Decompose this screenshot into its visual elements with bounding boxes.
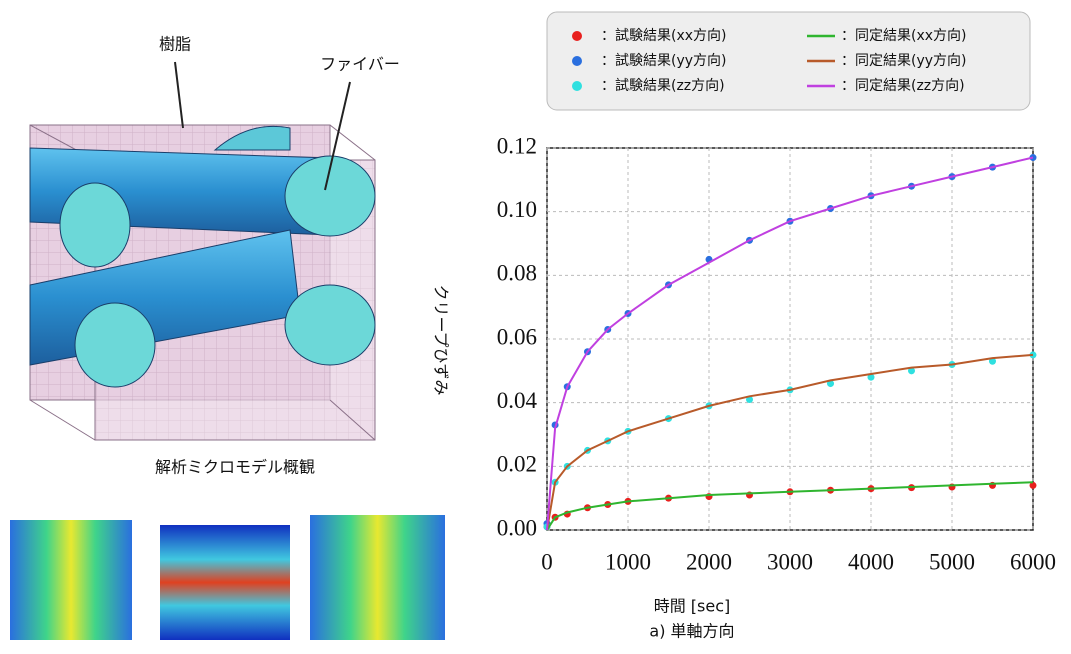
- y-tick-label: 0.10: [497, 197, 537, 222]
- x-tick-label: 4000: [848, 549, 894, 574]
- figure: 樹脂 ファイバー 解析ミクロモデル概観 時間 [sec] a) 単軸方向 クリー…: [0, 0, 1071, 650]
- x-tick-label: 1000: [605, 549, 651, 574]
- label: 樹脂: [159, 35, 191, 54]
- y-tick-label: 0.12: [497, 133, 537, 158]
- caption: 解析ミクロモデル概観: [155, 458, 315, 477]
- x-tick-label: 2000: [686, 549, 732, 574]
- legend-label: ：試験結果(yy方向): [601, 53, 727, 69]
- y-axis-label: クリープひずみ: [432, 284, 451, 395]
- y-tick-label: 0.08: [497, 261, 537, 286]
- x-axis-label: 時間 [sec]: [654, 597, 731, 616]
- y-tick-label: 0.02: [497, 452, 537, 477]
- x-tick-label: 0: [541, 549, 553, 574]
- legend-marker: [572, 31, 582, 41]
- label: ファイバー: [320, 55, 400, 74]
- caption: a) 単軸方向: [649, 622, 734, 641]
- legend-label: ：同定結果(xx方向): [841, 28, 967, 44]
- y-tick-label: 0.06: [497, 324, 537, 349]
- x-tick-label: 5000: [929, 549, 975, 574]
- legend-label: ：同定結果(yy方向): [841, 53, 967, 69]
- x-tick-label: 6000: [1010, 549, 1056, 574]
- legend-label: ：試験結果(zz方向): [601, 78, 725, 94]
- y-tick-label: 0.00: [497, 515, 537, 540]
- y-tick-label: 0.04: [497, 388, 538, 413]
- legend-marker: [572, 56, 582, 66]
- micro-model: 樹脂 ファイバー 解析ミクロモデル概観: [30, 35, 400, 477]
- x-tick-label: 3000: [767, 549, 813, 574]
- legend-label: ：試験結果(xx方向): [601, 28, 727, 44]
- legend-label: ：同定結果(zz方向): [841, 78, 965, 94]
- stress-maps: [10, 515, 445, 640]
- legend-marker: [572, 81, 582, 91]
